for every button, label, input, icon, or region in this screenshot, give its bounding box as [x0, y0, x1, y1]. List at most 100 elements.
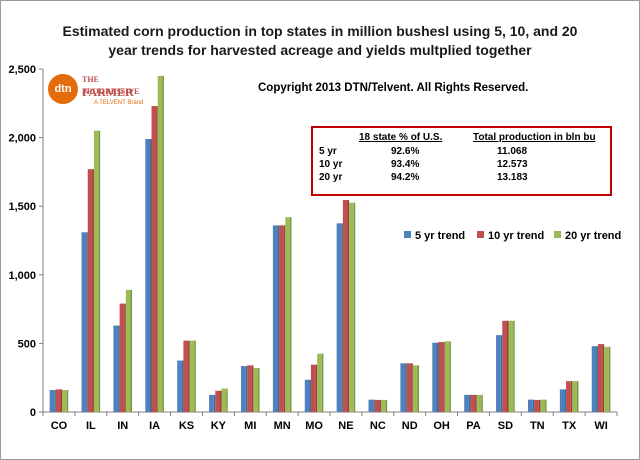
bar-shade	[130, 289, 133, 412]
bar	[247, 365, 252, 412]
legend-item-20yr: 20 yr trend	[554, 230, 621, 242]
bar-shade	[500, 335, 503, 412]
summary-box: 18 state % of U.S. Total production in b…	[311, 126, 612, 196]
copyright-notice: Copyright 2013 DTN/Telvent. All Rights R…	[258, 82, 529, 94]
bar	[87, 169, 93, 412]
summary-row-label: 20 yr	[319, 172, 343, 183]
bar	[444, 341, 450, 412]
bar	[534, 399, 539, 412]
bar-shade	[532, 399, 535, 412]
legend-swatch	[404, 231, 411, 238]
x-tick-label: NC	[370, 420, 386, 432]
y-tick-label: 1,000	[8, 270, 36, 282]
bar	[304, 379, 310, 412]
bar-shade	[162, 75, 164, 413]
bar-shade	[309, 379, 311, 412]
summary-row-pct: 94.2%	[391, 172, 420, 183]
x-tick-label: MN	[274, 420, 291, 432]
bar	[183, 340, 189, 412]
bar-shade	[417, 365, 420, 412]
bar-shade	[341, 223, 343, 412]
bar-shade	[437, 342, 439, 412]
bar-shade	[506, 320, 509, 412]
bar-shade	[538, 399, 541, 412]
bar	[400, 363, 406, 412]
legend-label: 20 yr trend	[565, 230, 622, 242]
bar-shade	[213, 394, 216, 412]
summary-row: 10 yr 93.4% 12.573	[313, 159, 608, 172]
legend-swatch	[554, 231, 561, 238]
bar	[209, 394, 214, 412]
summary-row-label: 10 yr	[319, 159, 343, 170]
bar	[476, 394, 482, 412]
logo-brand-line1: THE PROGRESSIVE	[82, 75, 140, 96]
bar-shade	[60, 389, 63, 412]
x-tick-label: OH	[433, 420, 450, 432]
chart-title: Estimated corn production in top states …	[40, 22, 600, 60]
bar-shade	[321, 353, 324, 412]
bar	[157, 75, 163, 413]
bar-shade	[283, 225, 286, 412]
bar-shade	[449, 341, 451, 412]
bar-shade	[564, 389, 567, 412]
legend-label: 10 yr trend	[488, 230, 545, 242]
summary-row: 5 yr 92.6% 11.068	[313, 146, 608, 159]
bar-shade	[513, 320, 515, 412]
bar	[55, 389, 61, 412]
bar-shade	[481, 394, 483, 412]
summary-row-total: 13.183	[497, 172, 528, 183]
bar-shade	[475, 394, 477, 412]
bar	[49, 390, 55, 412]
bar	[572, 381, 577, 412]
bar-shade	[347, 200, 350, 412]
logo-brand-line2: FARMER	[82, 85, 134, 99]
bar	[508, 320, 514, 412]
bar	[215, 390, 220, 412]
bar-shade	[576, 381, 579, 412]
chart-title-line2: year trends for harvested acreage and yi…	[108, 42, 532, 58]
bar	[406, 363, 412, 412]
bar-shade	[219, 390, 222, 412]
bar	[470, 394, 476, 412]
y-tick-label: 500	[18, 338, 36, 350]
bar	[342, 200, 348, 412]
bar-shade	[181, 360, 184, 412]
bar-shade	[468, 394, 471, 412]
bar	[412, 365, 418, 412]
bar	[502, 320, 507, 412]
bar	[221, 388, 227, 412]
summary-row-pct: 93.4%	[391, 159, 420, 170]
bar	[368, 399, 374, 412]
bar-shade	[596, 346, 598, 412]
legend-item-10yr: 10 yr trend	[477, 230, 544, 242]
bar	[559, 389, 565, 412]
summary-header-pct: 18 state % of U.S.	[359, 132, 443, 143]
bar-shade	[226, 388, 228, 412]
bar	[336, 223, 342, 412]
bar	[62, 390, 67, 412]
bar-shade	[54, 390, 56, 412]
summary-row-label: 5 yr	[319, 146, 337, 157]
bar-shade	[98, 130, 101, 413]
x-tick-label: WI	[594, 420, 607, 432]
bar-shade	[289, 217, 292, 412]
bar-shade	[188, 340, 190, 412]
x-tick-label: PA	[466, 420, 481, 432]
bar-shade	[258, 368, 260, 412]
bar-shade	[92, 169, 94, 412]
bar	[374, 399, 380, 412]
x-tick-label: TN	[530, 420, 545, 432]
x-tick-label: KY	[211, 420, 227, 432]
bar-shade	[353, 202, 356, 412]
bar-shade	[570, 381, 573, 412]
x-tick-label: TX	[562, 420, 577, 432]
bar	[310, 364, 316, 412]
x-tick-label: NE	[338, 420, 353, 432]
bar	[438, 342, 444, 412]
bar	[597, 344, 603, 412]
x-tick-label: IN	[117, 420, 128, 432]
bar	[285, 217, 290, 412]
y-tick-label: 0	[30, 407, 36, 419]
bar	[113, 325, 119, 412]
